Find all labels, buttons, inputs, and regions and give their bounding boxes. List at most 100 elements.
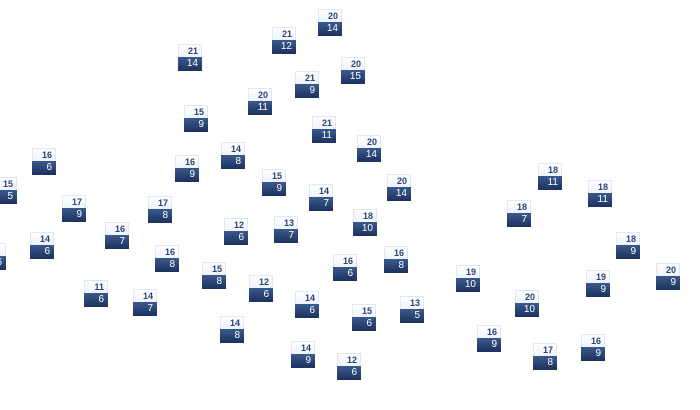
temperature-marker[interactable]: 18 7 [507,200,531,227]
low-temperature: 9 [586,283,610,297]
low-temperature: 7 [274,229,298,243]
high-temperature: 15 [184,105,208,118]
high-temperature: 16 [105,222,129,235]
temperature-marker[interactable]: 16 9 [477,325,501,352]
temperature-marker[interactable]: 17 8 [148,196,172,223]
temperature-marker[interactable]: 21 12 [272,27,296,54]
temperature-marker[interactable]: 11 6 [84,280,108,307]
high-temperature: 15 [262,169,286,182]
low-temperature: 6 [333,267,357,281]
low-temperature: 6 [249,288,273,302]
temperature-marker[interactable]: 20 11 [248,88,272,115]
low-temperature: 9 [581,347,605,361]
high-temperature: 15 [352,304,376,317]
temperature-marker[interactable]: 17 9 [62,195,86,222]
low-temperature: 9 [262,182,286,196]
temperature-marker[interactable]: 20 14 [387,174,411,201]
high-temperature: 21 [295,71,319,84]
high-temperature: 18 [507,200,531,213]
temperature-marker[interactable]: 16 8 [155,245,179,272]
temperature-marker[interactable]: 16 7 [105,222,129,249]
high-temperature: 20 [656,263,680,276]
low-temperature: 5 [0,190,17,204]
temperature-marker[interactable]: 6 [0,243,6,270]
low-temperature: 14 [178,57,202,71]
high-temperature [0,243,6,256]
low-temperature: 8 [533,356,557,370]
temperature-marker[interactable]: 20 15 [341,57,365,84]
high-temperature: 14 [291,341,315,354]
high-temperature: 18 [616,232,640,245]
temperature-marker[interactable]: 15 8 [202,262,226,289]
low-temperature: 7 [507,213,531,227]
temperature-marker[interactable]: 13 5 [400,296,424,323]
temperature-marker[interactable]: 15 9 [184,105,208,132]
temperature-marker[interactable]: 16 6 [333,254,357,281]
temperature-marker[interactable]: 12 6 [337,353,361,380]
temperature-marker[interactable]: 21 9 [295,71,319,98]
temperature-marker[interactable]: 19 9 [586,270,610,297]
low-temperature: 9 [175,168,199,182]
low-temperature: 5 [400,309,424,323]
high-temperature: 13 [274,216,298,229]
high-temperature: 20 [387,174,411,187]
high-temperature: 21 [178,44,202,57]
low-temperature: 11 [538,176,562,190]
low-temperature: 8 [220,329,244,343]
high-temperature: 17 [533,343,557,356]
temperature-marker[interactable]: 19 10 [456,265,480,292]
temperature-marker[interactable]: 18 11 [538,163,562,190]
high-temperature: 11 [84,280,108,293]
high-temperature: 12 [249,275,273,288]
temperature-marker[interactable]: 16 9 [175,155,199,182]
high-temperature: 17 [62,195,86,208]
high-temperature: 14 [221,142,245,155]
low-temperature: 9 [62,208,86,222]
temperature-marker[interactable]: 14 7 [133,289,157,316]
temperature-marker[interactable]: 14 7 [309,184,333,211]
temperature-marker[interactable]: 21 14 [178,44,202,71]
high-temperature: 18 [353,209,377,222]
low-temperature: 10 [515,303,539,317]
low-temperature: 11 [248,101,272,115]
temperature-marker[interactable]: 21 11 [312,116,336,143]
temperature-marker[interactable]: 20 14 [357,135,381,162]
temperature-marker[interactable]: 20 10 [515,290,539,317]
high-temperature: 16 [384,246,408,259]
temperature-marker[interactable]: 20 14 [318,9,342,36]
high-temperature: 16 [333,254,357,267]
temperature-marker[interactable]: 16 6 [32,148,56,175]
high-temperature: 20 [515,290,539,303]
high-temperature: 14 [30,232,54,245]
temperature-marker[interactable]: 15 9 [262,169,286,196]
temperature-marker[interactable]: 16 9 [581,334,605,361]
high-temperature: 20 [341,57,365,70]
temperature-marker[interactable]: 12 6 [249,275,273,302]
low-temperature: 8 [148,209,172,223]
temperature-marker[interactable]: 18 9 [616,232,640,259]
low-temperature: 6 [295,304,319,318]
high-temperature: 21 [272,27,296,40]
temperature-marker[interactable]: 15 6 [352,304,376,331]
temperature-marker[interactable]: 17 8 [533,343,557,370]
temperature-marker[interactable]: 16 8 [384,246,408,273]
temperature-marker[interactable]: 18 10 [353,209,377,236]
temperature-marker[interactable]: 14 6 [30,232,54,259]
temperature-marker[interactable]: 14 6 [295,291,319,318]
low-temperature: 15 [341,70,365,84]
temperature-marker[interactable]: 14 8 [221,142,245,169]
low-temperature: 10 [353,222,377,236]
temperature-marker[interactable]: 12 6 [224,218,248,245]
temperature-marker[interactable]: 14 8 [220,316,244,343]
temperature-marker[interactable]: 20 9 [656,263,680,290]
temperature-marker[interactable]: 13 7 [274,216,298,243]
temperature-marker[interactable]: 18 11 [588,180,612,207]
high-temperature: 20 [357,135,381,148]
low-temperature: 6 [352,317,376,331]
low-temperature: 6 [84,293,108,307]
temperature-marker[interactable]: 14 9 [291,341,315,368]
low-temperature: 12 [272,40,296,54]
temperature-marker[interactable]: 15 5 [0,177,17,204]
low-temperature: 14 [357,148,381,162]
